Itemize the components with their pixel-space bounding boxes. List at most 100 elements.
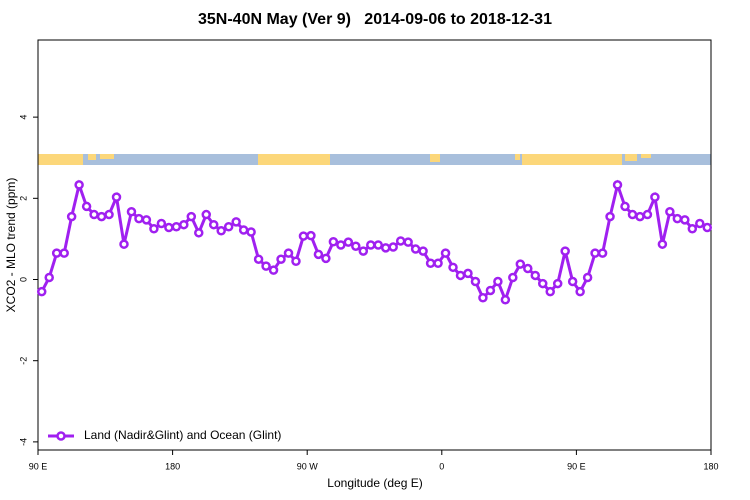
point — [433, 258, 443, 269]
point — [81, 201, 92, 212]
point — [687, 224, 698, 234]
point — [672, 213, 683, 224]
point — [695, 218, 705, 229]
point — [149, 224, 159, 234]
point — [96, 211, 107, 222]
point — [194, 228, 204, 238]
point — [403, 237, 413, 247]
point — [216, 226, 226, 236]
point — [104, 209, 114, 220]
point — [179, 219, 189, 230]
point — [530, 270, 541, 281]
point — [238, 225, 249, 235]
x-tick-label: 90 W — [297, 461, 319, 471]
point — [283, 248, 294, 258]
point — [171, 221, 182, 232]
point — [702, 222, 713, 233]
point — [395, 236, 406, 246]
point — [380, 243, 391, 253]
point — [665, 206, 675, 217]
point — [156, 218, 167, 229]
point — [515, 259, 526, 269]
point — [478, 293, 488, 303]
x-tick-label: 0 — [439, 461, 444, 471]
point — [164, 222, 174, 233]
point — [485, 285, 496, 296]
chart-title: 35N-40N May (Ver 9) 2014-09-06 to 2018-1… — [198, 11, 552, 28]
y-tick-label: 4 — [18, 115, 28, 120]
point — [306, 230, 316, 241]
y-tick-label: 2 — [18, 196, 28, 201]
point — [223, 221, 234, 232]
point — [291, 256, 301, 266]
point — [74, 180, 84, 190]
point — [523, 263, 533, 274]
point — [597, 248, 608, 258]
point — [51, 248, 62, 258]
point — [567, 276, 578, 287]
legend-label: Land (Nadir&Glint) and Ocean (Glint) — [84, 428, 281, 442]
point — [440, 248, 451, 258]
point — [126, 206, 137, 217]
point — [366, 240, 376, 250]
point — [59, 248, 69, 258]
point — [650, 192, 660, 202]
point — [575, 286, 585, 297]
legend-marker — [56, 431, 66, 441]
point — [388, 242, 398, 252]
point — [351, 241, 361, 251]
point — [635, 211, 645, 222]
point — [425, 258, 436, 269]
point — [545, 286, 555, 297]
point — [141, 215, 152, 225]
x-axis-label: Longitude (deg E) — [327, 476, 422, 490]
point — [560, 246, 570, 256]
y-axis-label: XCO2 - MLO trend (ppm) — [4, 178, 18, 313]
point — [552, 278, 563, 289]
point — [612, 180, 623, 190]
point — [298, 231, 309, 241]
point — [343, 237, 354, 247]
point — [231, 217, 241, 227]
point — [470, 276, 481, 287]
point — [336, 240, 346, 250]
point — [276, 254, 286, 264]
point — [246, 227, 256, 237]
point — [66, 211, 77, 222]
point — [36, 286, 47, 297]
point — [627, 209, 638, 220]
y-tick-label: 0 — [18, 277, 28, 282]
point — [261, 261, 271, 271]
point — [208, 219, 219, 230]
point — [111, 192, 122, 202]
point — [321, 253, 331, 264]
y-tick-label: -4 — [18, 438, 28, 446]
point — [590, 248, 600, 258]
point — [253, 254, 264, 264]
point — [418, 246, 428, 256]
point — [448, 262, 458, 273]
point — [508, 272, 518, 283]
point — [680, 215, 690, 225]
point — [328, 237, 339, 247]
x-tick-label: 180 — [703, 461, 718, 471]
point — [463, 268, 473, 279]
point — [201, 209, 211, 220]
point — [605, 211, 615, 222]
point — [582, 272, 593, 283]
point — [410, 244, 421, 254]
point — [620, 201, 630, 212]
point — [134, 213, 144, 224]
x-tick-label: 90 E — [29, 461, 48, 471]
point — [268, 265, 279, 275]
point — [358, 246, 369, 256]
point — [119, 239, 129, 249]
x-tick-label: 90 E — [567, 461, 586, 471]
x-tick-label: 180 — [165, 461, 180, 471]
point — [455, 270, 466, 281]
point — [500, 295, 511, 305]
point — [313, 249, 324, 260]
plot-frame — [37, 39, 712, 451]
point — [44, 272, 54, 283]
y-tick-label: -2 — [18, 357, 28, 365]
